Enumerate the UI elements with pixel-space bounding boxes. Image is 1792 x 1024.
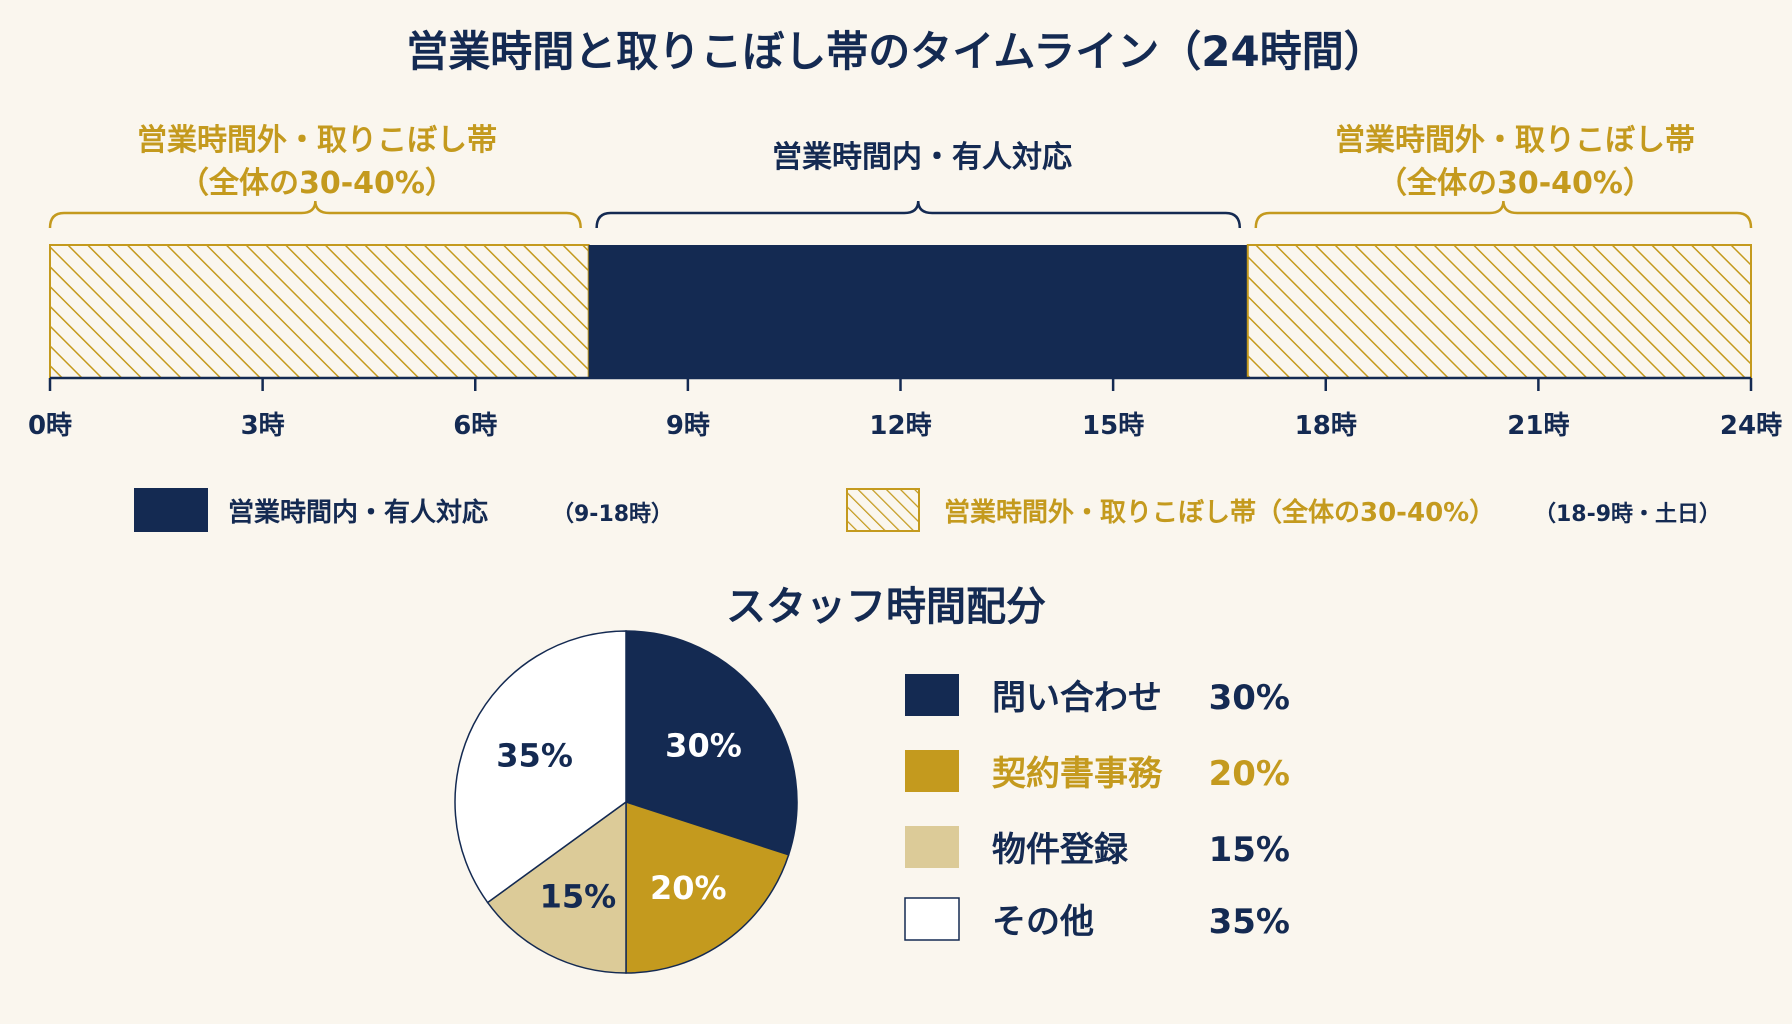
pie-title: スタッフ時間配分 [726, 584, 1046, 630]
brace-label-left: 営業時間外・取りこぼし帯 （全体の30-40%） [137, 123, 497, 201]
brace-middle [595, 200, 1242, 229]
pie-legend-value-2: 15% [1209, 830, 1290, 870]
pie-slice-1 [625, 800, 790, 974]
legend-swatch-out-hours [846, 488, 920, 532]
tick-label-15: 15時 [1082, 411, 1144, 441]
timeline-segment-out-hours-2 [1246, 244, 1752, 379]
pie-slice-label-1: 20% [650, 869, 727, 907]
brace-right [1254, 200, 1753, 229]
legend-label-out-hours: 営業時間外・取りこぼし帯（全体の30-40%） [944, 497, 1495, 528]
pie-legend-label-2: 物件登録 [992, 830, 1129, 870]
brace-left [48, 200, 582, 229]
tick-label-9: 9時 [666, 411, 710, 441]
timeline-legend: 営業時間内・有人対応 （9-18時） 営業時間外・取りこぼし帯（全体の30-40… [134, 488, 1721, 532]
pie-legend-label-0: 問い合わせ [992, 678, 1162, 718]
brace-label-left-line1: 営業時間外・取りこぼし帯 [137, 123, 497, 158]
pie-legend-swatch-3 [904, 897, 960, 941]
brace-label-right-line1: 営業時間外・取りこぼし帯 [1335, 123, 1695, 158]
tick-label-3: 3時 [241, 411, 285, 441]
pie-slice-0 [625, 630, 798, 856]
legend-note-in-hours: （9-18時） [552, 502, 673, 527]
tick-label-18: 18時 [1295, 411, 1357, 441]
brace-label-right-line2: （全体の30-40%） [1377, 166, 1653, 201]
pie-legend-swatch-2 [905, 826, 959, 868]
pie-slice-3 [454, 630, 627, 904]
pie-slice-label-2: 15% [540, 877, 617, 915]
pie-chart: 30% 20% 15% 35% [454, 630, 798, 974]
brace-label-left-line2: （全体の30-40%） [179, 166, 455, 201]
brace-label-right: 営業時間外・取りこぼし帯 （全体の30-40%） [1335, 123, 1695, 201]
chart-title: 営業時間と取りこぼし帯のタイムライン（24時間） [406, 27, 1386, 76]
legend-label-in-hours: 営業時間内・有人対応 [228, 497, 488, 528]
timeline-segment-out-hours-0 [49, 244, 590, 379]
tick-label-12: 12時 [869, 411, 931, 441]
pie-slice-2 [486, 800, 627, 974]
pie-slice-label-3: 35% [496, 736, 573, 774]
tick-label-6: 6時 [453, 411, 497, 441]
timeline-segment-in-hours-1 [588, 245, 1248, 378]
tick-label-0: 0時 [28, 411, 72, 441]
tick-label-24: 24時 [1720, 411, 1782, 441]
legend-note-out-hours: （18-9時・土日） [1534, 502, 1721, 527]
tick-label-21: 21時 [1507, 411, 1569, 441]
pie-legend-label-1: 契約書事務 [992, 754, 1163, 794]
pie-legend-swatch-1 [905, 750, 959, 792]
pie-legend-swatch-0 [905, 674, 959, 716]
timeline-chart: 0時 3時 6時 9時 12時 15時 18時 21時 24時 [28, 200, 1782, 441]
pie-legend-value-3: 35% [1209, 902, 1290, 942]
legend-swatch-in-hours [134, 488, 208, 532]
pie-legend-label-3: その他 [992, 902, 1094, 942]
pie-legend-value-1: 20% [1209, 754, 1290, 794]
pie-legend-value-0: 30% [1209, 678, 1290, 718]
pie-legend: 問い合わせ 30% 契約書事務 20% 物件登録 15% その他 35% [904, 674, 1290, 942]
brace-label-middle: 営業時間内・有人対応 [772, 140, 1072, 175]
pie-slice-label-0: 30% [665, 727, 742, 765]
